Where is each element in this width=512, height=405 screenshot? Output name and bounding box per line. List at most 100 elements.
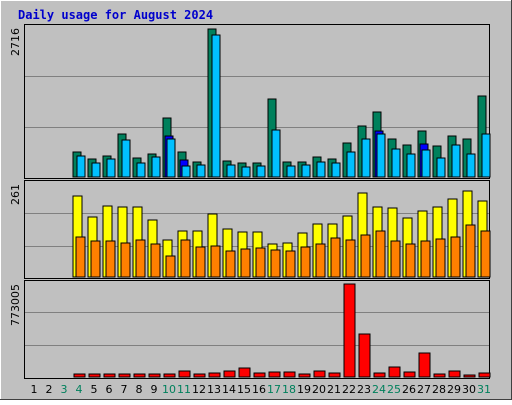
pages-bar [136, 162, 146, 178]
pages-bar [91, 162, 101, 178]
kbytes-bar [448, 370, 461, 378]
chart-title: Daily usage for August 2024 [18, 8, 213, 22]
sites-bar [315, 243, 326, 278]
sites-bar [435, 238, 446, 278]
panel-frame-volume [24, 280, 490, 379]
day-label: 27 [417, 383, 431, 396]
day-label: 5 [91, 383, 98, 396]
day-label: 6 [106, 383, 113, 396]
kbytes-bar [358, 333, 371, 378]
sites-bar [180, 239, 191, 278]
sites-bar [465, 224, 476, 278]
pages-bar [121, 139, 131, 178]
sites-bar [150, 243, 161, 278]
day-label: 31 [477, 383, 491, 396]
sites-bar [240, 248, 251, 278]
pages-bar [256, 165, 266, 178]
pages-bar [76, 155, 86, 178]
volume-ymax-label: 773005 [9, 284, 22, 326]
sites-bar [390, 240, 401, 278]
kbytes-bar [193, 373, 206, 378]
sites-bar [480, 230, 491, 278]
kbytes-bar [253, 372, 266, 378]
day-label: 28 [432, 383, 446, 396]
kbytes-bar [373, 372, 386, 378]
kbytes-bar [433, 373, 446, 378]
kbytes-bar [478, 372, 491, 378]
kbytes-bar [388, 366, 401, 378]
sites-bar [225, 250, 236, 278]
pages-bar [301, 164, 311, 178]
sites-bar [375, 230, 386, 278]
kbytes-bar [343, 283, 356, 378]
pages-bar [346, 151, 356, 178]
day-label: 12 [192, 383, 206, 396]
day-label: 1 [31, 383, 38, 396]
sites-bar [90, 240, 101, 278]
kbytes-bar [268, 371, 281, 378]
sites-bar [120, 242, 131, 278]
day-label: 22 [342, 383, 356, 396]
day-label: 19 [297, 383, 311, 396]
day-label: 14 [222, 383, 236, 396]
sites-bar [360, 234, 371, 278]
sites-bar [255, 247, 266, 278]
sites-bar [330, 237, 341, 278]
day-label: 20 [312, 383, 326, 396]
kbytes-bar [223, 370, 236, 378]
kbytes-bar [103, 373, 116, 378]
pages-bar [331, 162, 341, 178]
day-label: 26 [402, 383, 416, 396]
pages-bar [211, 34, 221, 178]
day-label: 13 [207, 383, 221, 396]
sites-bar [345, 239, 356, 278]
sites-bar [405, 243, 416, 278]
kbytes-bar [73, 373, 86, 378]
kbytes-bar [178, 370, 191, 378]
day-label: 25 [387, 383, 401, 396]
day-label: 7 [121, 383, 128, 396]
gridlines [25, 76, 489, 346]
sites-bar [270, 249, 281, 278]
day-label: 30 [462, 383, 476, 396]
kbytes-bar [328, 372, 341, 378]
pages-bar [466, 153, 476, 178]
pages-bar [241, 166, 251, 178]
sites-bar [285, 250, 296, 278]
kbytes-bar [298, 373, 311, 378]
day-label: 3 [61, 383, 68, 396]
pages-bar [421, 149, 431, 178]
day-label: 23 [357, 383, 371, 396]
pages-bar [451, 144, 461, 178]
sites-bar [135, 239, 146, 278]
hits-ymax-label: 2716 [9, 28, 22, 56]
day-label: 9 [151, 383, 158, 396]
pages-bar [286, 165, 296, 178]
kbytes-bar [148, 373, 161, 378]
day-label: 10 [162, 383, 176, 396]
sites-bar [105, 240, 116, 278]
pages-bar [151, 156, 161, 178]
day-label: 17 [267, 383, 281, 396]
kbytes-bar [208, 372, 221, 378]
day-label: 15 [237, 383, 251, 396]
pages-bar [226, 164, 236, 178]
kbytes-bar [463, 374, 476, 378]
day-label: 2 [46, 383, 53, 396]
kbytes-bar [238, 367, 251, 378]
panel-frame-hits [24, 24, 490, 179]
kbytes-ymax-label: 261 [9, 184, 22, 205]
sites-bar [450, 236, 461, 278]
sites-bar [420, 240, 431, 278]
pages-bar [181, 165, 191, 178]
day-label: 18 [282, 383, 296, 396]
sites-bar [165, 255, 176, 278]
pages-bar [106, 158, 116, 178]
day-label: 8 [136, 383, 143, 396]
pages-bar [376, 133, 386, 178]
sites-bar [75, 236, 86, 278]
pages-bar [316, 161, 326, 178]
kbytes-bar [403, 371, 416, 378]
kbytes-bar [118, 373, 131, 378]
